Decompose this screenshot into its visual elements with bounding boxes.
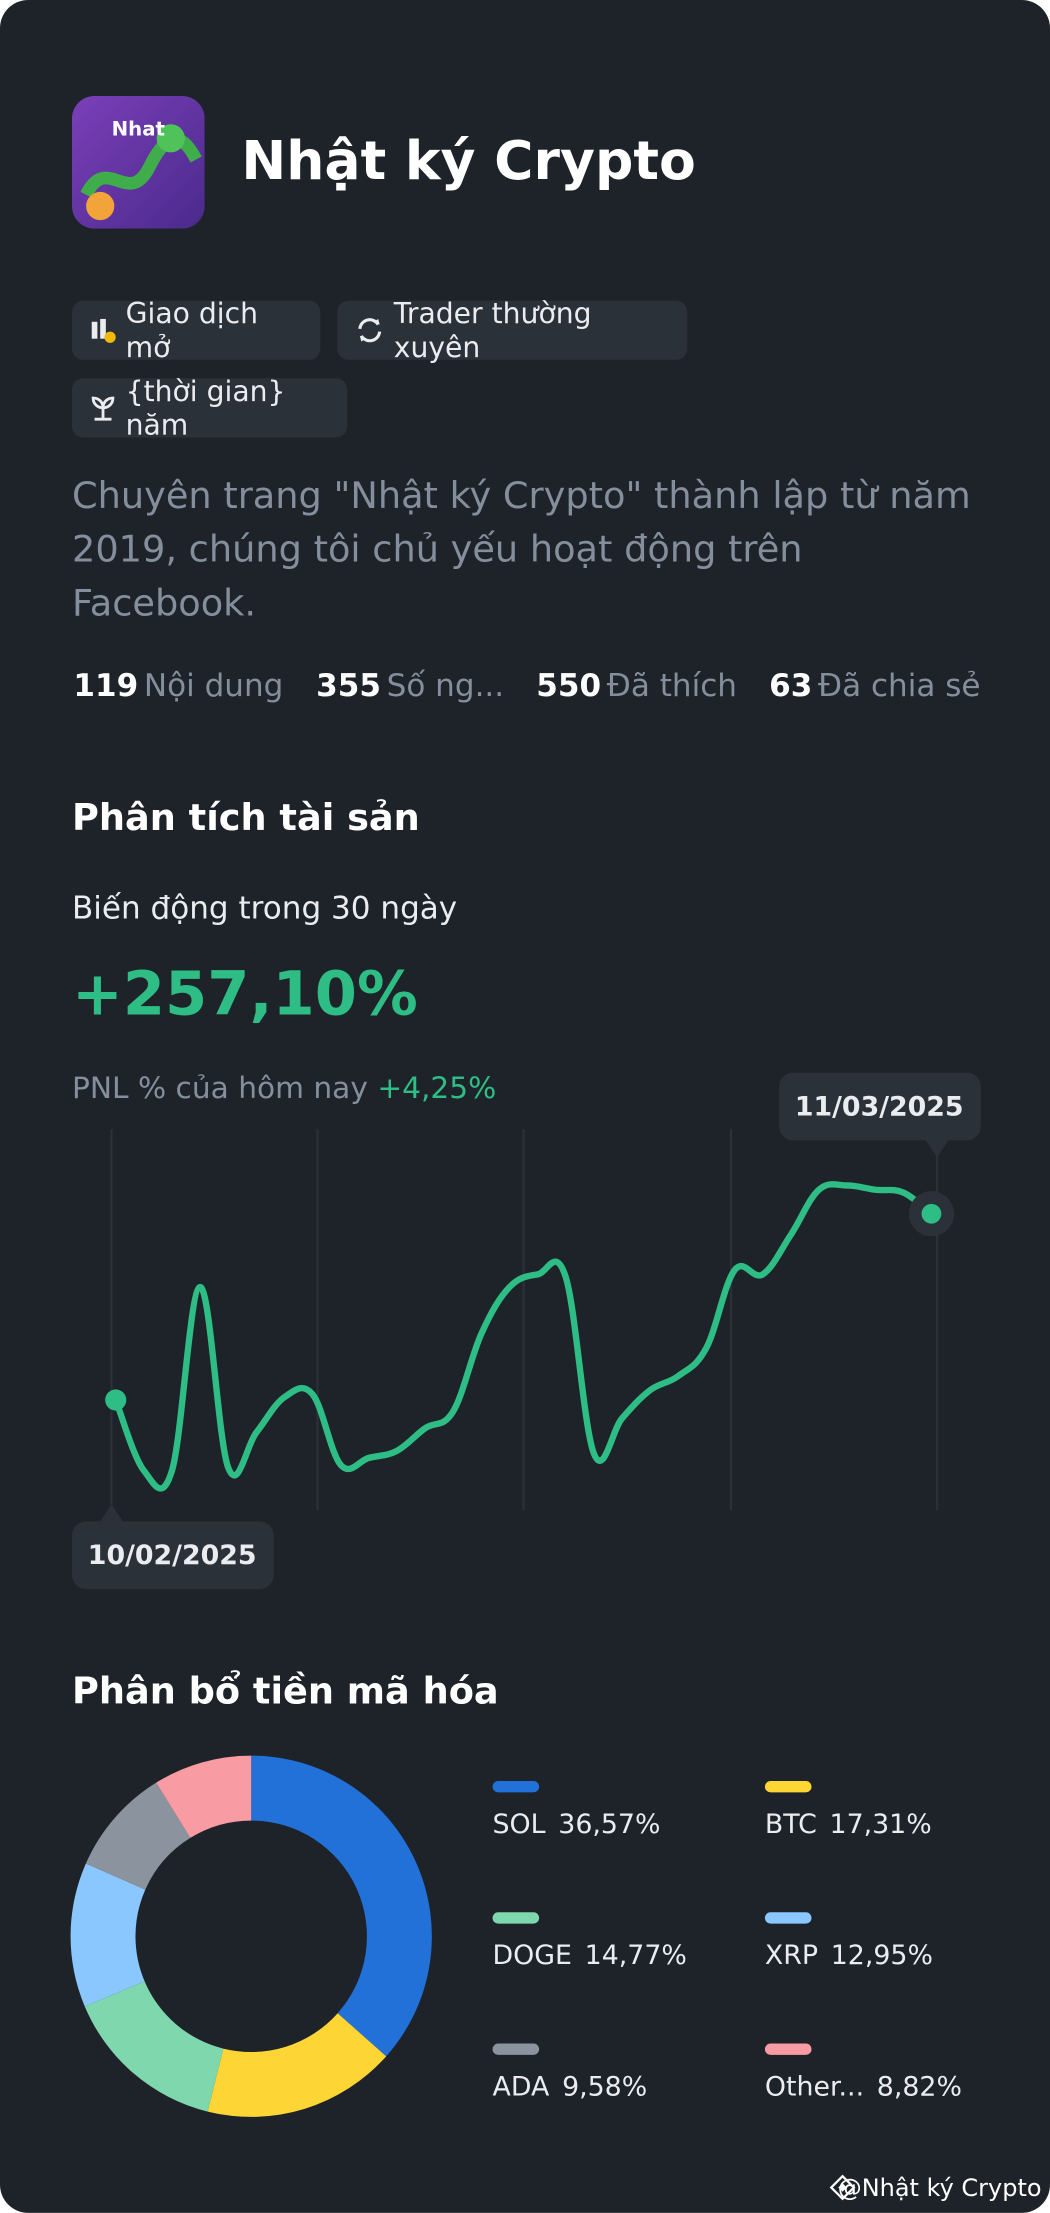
stat-value: 550 [536,668,602,705]
donut-slice [84,1981,224,2112]
start-point [105,1389,127,1411]
donut-slice [156,1755,252,1838]
legend-entry: Other... 8,82% [765,2071,962,2102]
tag-text: {thời gian} năm [125,373,286,442]
legend-entry: BTC 17,31% [765,1808,932,1839]
legend-label: ADA [493,2071,550,2102]
pnl-row: PNL % của hôm nay +4,25% [72,1071,496,1105]
pnl-label: PNL % của hôm nay [71,1071,368,1106]
legend-label: XRP [765,1940,818,1971]
stat-label: Số ng... [386,668,505,705]
stat-label: Nội dung [143,668,284,705]
tag-chip: Giao dịch mở [71,296,321,364]
end-date-label: 11/03/2025 [795,1091,964,1122]
stat-value: 119 [73,668,139,705]
tooltip-pointer [925,1140,949,1158]
tooltip-box [71,1521,274,1590]
legend-label: Other... [765,2071,864,2102]
donut-slice [70,1863,146,2007]
tooltip-pointer [100,1504,123,1522]
legend-swatch [492,1912,540,1924]
legend-value: 36,57% [558,1808,660,1839]
legend-swatch [764,1781,812,1793]
legend-swatch [492,1781,540,1793]
donut-slice [251,1755,432,2057]
pnl-value: +4,25% [377,1071,497,1106]
section-title: Phân bổ tiền mã hóa [71,1670,499,1714]
pnl-line [112,1181,935,1492]
svg-text:Nhat: Nhat [112,117,165,140]
legend-label: BTC [765,1808,817,1839]
legend-swatch [764,1912,812,1924]
legend-value: 12,95% [831,1940,933,1971]
legend-entry: XRP 12,95% [765,1940,933,1971]
legend-swatch [764,2043,812,2055]
start-date-label: 10/02/2025 [88,1540,257,1571]
tag-text: Giao dịch mở [125,296,259,365]
description: Chuyên trang "Nhật ký Crypto" thành lập … [71,475,971,626]
donut-slice [85,1782,191,1890]
legend-entry: SOL 36,57% [493,1808,661,1839]
watermark: @Nhật ký Crypto [838,2174,1042,2202]
end-point [921,1203,942,1224]
stat-label: Đã thích [606,668,737,705]
legend-entry: ADA 9,58% [493,2071,648,2102]
grid [110,1129,939,1511]
stat: 355 Số ng... [316,669,504,704]
legend-label: DOGE [493,1940,572,1971]
watermark-icon [829,2174,856,2201]
tag-chip: {thời gian} năm [71,374,348,442]
change-value: +257,10% [71,959,418,1031]
section-title: Phân tích tài sản [71,797,420,840]
tooltip-box [779,1072,981,1141]
legend-value: 8,82% [877,2071,962,2102]
legend-value: 14,77% [585,1940,687,1971]
tag-chip: Trader thường xuyên [337,296,688,364]
stat-label: Đã chia sẻ [818,668,981,705]
stat: 119 Nội dung [73,669,283,704]
avatar: Nhat [71,95,205,229]
legend-entry: DOGE 14,77% [493,1940,687,1971]
stat: 63 Đã chia sẻ [769,669,980,704]
legend-label: SOL [493,1808,546,1839]
stat: 550 Đã thích [536,669,737,704]
profile-title: Nhật ký Crypto [241,129,696,192]
donut-slice [207,2013,387,2117]
legend-value: 17,31% [830,1808,932,1839]
legend-swatch [492,2043,540,2055]
change-label: Biến động trong 30 ngày [71,891,458,928]
legend-value: 9,58% [562,2071,647,2102]
tag-text: Trader thường xuyên [393,296,592,365]
stat-value: 355 [316,668,381,705]
stat-value: 63 [769,668,813,705]
